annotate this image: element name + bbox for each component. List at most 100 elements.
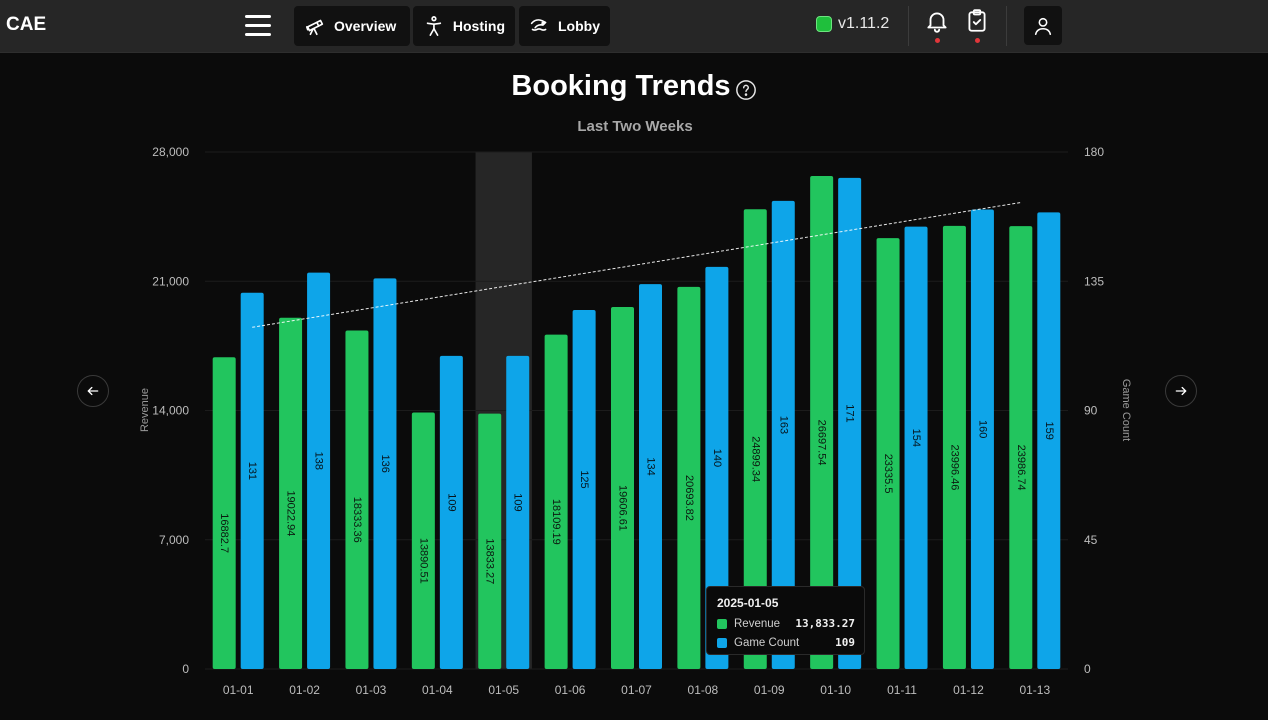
- tooltip-value: 109: [835, 636, 855, 649]
- chart-subtitle: Last Two Weeks: [577, 118, 693, 135]
- bar-game-count: [307, 272, 331, 669]
- y-tick-label: 7,000: [159, 533, 189, 547]
- tooltip-date: 2025-01-05: [717, 596, 779, 610]
- bar-label-revenue: 26697.54: [816, 420, 828, 466]
- x-tick-label: 01-07: [621, 683, 652, 697]
- bar-label-revenue: 19022.94: [285, 490, 297, 536]
- brand-logo[interactable]: CAE: [6, 14, 47, 35]
- prev-period-button[interactable]: [77, 375, 109, 407]
- status-dot: [816, 16, 832, 32]
- x-tick-label: 01-10: [820, 683, 851, 697]
- bar-revenue: [942, 225, 966, 670]
- bar-label-revenue: 18333.36: [351, 497, 363, 543]
- bar-label-revenue: 19606.61: [617, 485, 629, 531]
- pool-icon: [530, 19, 547, 31]
- legend-swatch-game-count: [717, 637, 727, 648]
- bar-game-count: [705, 266, 729, 669]
- nav-lobby-button[interactable]: Lobby: [519, 6, 610, 46]
- telescope-icon: [305, 19, 324, 36]
- bar-game-count: [240, 292, 264, 669]
- x-tick-label: 01-05: [488, 683, 519, 697]
- menu-button[interactable]: [240, 10, 274, 42]
- y-tick-label: 21,000: [152, 274, 189, 288]
- next-period-button[interactable]: [1165, 375, 1197, 407]
- nav-lobby-label: Lobby: [558, 18, 600, 34]
- bar-revenue: [411, 412, 435, 669]
- bar-revenue: [279, 317, 303, 669]
- bar-label-game-count: 159: [1043, 421, 1055, 439]
- chart-title: Booking Trends: [0, 70, 1268, 109]
- bar-label-game-count: 131: [246, 462, 258, 480]
- bar-game-count: [639, 284, 662, 669]
- bar-label-game-count: 136: [379, 455, 391, 473]
- bar-label-revenue: 23996.46: [948, 445, 960, 491]
- bar-label-game-count: 109: [445, 493, 457, 511]
- x-tick-label: 01-12: [953, 683, 984, 697]
- tooltip-row-game-count: Game Count 109: [717, 636, 855, 649]
- bar-revenue: [1009, 226, 1033, 669]
- x-tick-label: 01-06: [555, 683, 586, 697]
- notifications-button[interactable]: [924, 8, 950, 44]
- y2-axis-title: Game Count: [1120, 379, 1132, 441]
- x-tick-label: 01-01: [223, 683, 254, 697]
- bar-label-revenue: 13833.27: [484, 538, 496, 584]
- bar-label-revenue: 13890.51: [417, 538, 429, 584]
- bar-label-revenue: 20693.82: [683, 475, 695, 521]
- x-tick-label: 01-03: [356, 683, 387, 697]
- bar-label-revenue: 23335.5: [882, 454, 894, 494]
- bar-game-count: [506, 355, 530, 669]
- bar-game-count: [904, 226, 928, 669]
- divider: [908, 6, 909, 46]
- bar-game-count: [1037, 212, 1061, 670]
- bar-label-game-count: 160: [976, 420, 988, 438]
- notification-dot: [935, 38, 940, 43]
- x-tick-label: 01-13: [1019, 683, 1050, 697]
- nav-overview-label: Overview: [334, 18, 397, 34]
- help-icon[interactable]: [735, 76, 757, 109]
- version-label: v1.11.2: [838, 15, 890, 32]
- bar-revenue: [478, 413, 502, 669]
- y2-tick-label: 90: [1084, 404, 1098, 418]
- bar-label-game-count: 140: [711, 449, 723, 467]
- bar-label-revenue: 23986.74: [1015, 445, 1027, 491]
- tooltip-value: 13,833.27: [795, 617, 855, 630]
- bar-label-game-count: 138: [313, 452, 325, 470]
- user-icon: [1034, 17, 1052, 35]
- bar-revenue: [212, 357, 236, 669]
- nav-overview-button[interactable]: Overview: [294, 6, 410, 46]
- bar-game-count: [572, 309, 596, 669]
- chart-tooltip: 2025-01-05 Revenue 13,833.27 Game Count …: [706, 586, 865, 655]
- divider: [1006, 6, 1007, 46]
- nav-hosting-button[interactable]: Hosting: [413, 6, 515, 46]
- y-axis-title: Revenue: [139, 388, 151, 432]
- legend-swatch-revenue: [717, 618, 727, 629]
- bar-label-game-count: 109: [512, 493, 524, 511]
- tooltip-label: Game Count: [734, 636, 800, 649]
- tooltip-label: Revenue: [734, 617, 781, 630]
- nav-hosting-label: Hosting: [452, 18, 505, 34]
- tooltip-row-revenue: Revenue 13,833.27: [717, 617, 855, 630]
- x-tick-label: 01-08: [688, 683, 719, 697]
- bar-revenue: [876, 238, 900, 670]
- bar-revenue: [743, 209, 767, 669]
- bar-revenue: [544, 334, 568, 669]
- bar-revenue: [345, 330, 369, 669]
- top-bar: CAE Overview Hosting Lobby v1.11.2: [0, 0, 1268, 53]
- bar-revenue: [810, 176, 834, 669]
- x-tick-label: 01-09: [754, 683, 785, 697]
- bar-revenue: [611, 306, 634, 669]
- tasks-button[interactable]: [964, 8, 990, 44]
- bar-game-count: [373, 278, 397, 669]
- user-menu-button[interactable]: [1024, 6, 1062, 45]
- x-tick-label: 01-11: [887, 683, 917, 697]
- y2-tick-label: 180: [1084, 145, 1104, 159]
- bar-revenue: [677, 286, 701, 669]
- y2-tick-label: 0: [1084, 662, 1091, 676]
- y2-tick-label: 45: [1084, 533, 1098, 547]
- bar-game-count: [771, 200, 795, 670]
- chart-title-text: Booking Trends: [511, 70, 731, 102]
- bar-label-game-count: 171: [844, 404, 856, 422]
- bar-label-revenue: 18109.19: [550, 499, 562, 545]
- y-tick-label: 0: [182, 662, 189, 676]
